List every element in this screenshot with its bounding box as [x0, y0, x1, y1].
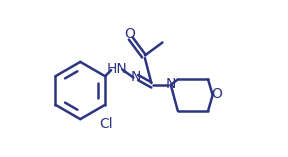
- Text: O: O: [125, 27, 136, 41]
- Text: N: N: [130, 70, 141, 84]
- Text: HN: HN: [107, 62, 128, 76]
- Text: Cl: Cl: [99, 117, 113, 131]
- Text: N: N: [166, 77, 176, 91]
- Text: O: O: [211, 87, 222, 101]
